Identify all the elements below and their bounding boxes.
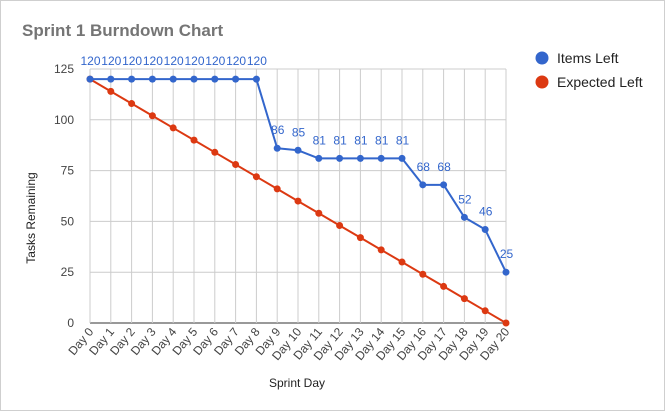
- data-point: [398, 154, 406, 162]
- data-label: 120: [247, 54, 267, 68]
- y-tick-label: 75: [61, 164, 75, 178]
- data-point: [252, 173, 260, 181]
- data-label: 120: [101, 54, 121, 68]
- data-point: [356, 154, 364, 162]
- data-point: [502, 319, 510, 327]
- data-point: [190, 75, 198, 83]
- y-tick-label: 0: [67, 316, 74, 330]
- x-axis-title: Sprint Day: [269, 376, 325, 390]
- chart-title: Sprint 1 Burndown Chart: [22, 21, 224, 40]
- data-point: [440, 181, 448, 189]
- data-point: [190, 136, 198, 144]
- legend-marker: [535, 75, 549, 89]
- data-point: [336, 154, 344, 162]
- data-label: 68: [417, 160, 431, 174]
- data-point: [294, 146, 302, 154]
- data-label: 120: [184, 54, 204, 68]
- data-point: [294, 197, 302, 205]
- data-point: [128, 75, 136, 83]
- data-point: [107, 75, 115, 83]
- data-point: [232, 75, 240, 83]
- data-point: [252, 75, 260, 83]
- data-point: [336, 221, 344, 229]
- data-point: [232, 161, 240, 169]
- y-tick-label: 100: [54, 113, 74, 127]
- data-point: [169, 75, 177, 83]
- data-point: [481, 307, 489, 315]
- data-point: [419, 181, 427, 189]
- data-point: [169, 124, 177, 132]
- data-label: 52: [458, 192, 472, 206]
- gridlines: [89, 68, 507, 324]
- data-label: 120: [143, 54, 163, 68]
- data-label: 86: [271, 123, 285, 137]
- data-point: [460, 213, 468, 221]
- series-lines: [86, 75, 510, 327]
- data-label: 120: [205, 54, 225, 68]
- data-point: [315, 154, 323, 162]
- data-label: 85: [292, 125, 306, 139]
- data-point: [148, 75, 156, 83]
- data-point: [128, 100, 136, 108]
- y-axis-title: Tasks Remaining: [24, 172, 38, 263]
- data-label: 120: [164, 54, 184, 68]
- data-point: [107, 87, 115, 95]
- data-point: [211, 75, 219, 83]
- y-tick-label: 125: [54, 62, 74, 76]
- data-label: 120: [80, 54, 100, 68]
- data-point: [377, 246, 385, 254]
- data-label: 81: [333, 133, 347, 147]
- data-point: [419, 270, 427, 278]
- data-label: 25: [500, 247, 514, 261]
- y-tick-label: 25: [61, 265, 75, 279]
- data-label: 120: [226, 54, 246, 68]
- data-label: 81: [313, 133, 327, 147]
- legend-label: Expected Left: [557, 74, 643, 90]
- data-point: [398, 258, 406, 266]
- data-label: 46: [479, 205, 493, 219]
- y-tick-label: 50: [61, 214, 75, 228]
- data-point: [148, 112, 156, 120]
- data-label: 68: [437, 160, 451, 174]
- data-point: [86, 75, 94, 83]
- data-point: [273, 144, 281, 152]
- data-point: [377, 154, 385, 162]
- data-point: [460, 295, 468, 303]
- data-point: [440, 282, 448, 290]
- data-label: 81: [375, 133, 389, 147]
- legend-label: Items Left: [557, 50, 619, 66]
- data-point: [481, 226, 489, 234]
- data-point: [273, 185, 281, 193]
- legend-marker: [535, 51, 549, 65]
- data-label: 81: [396, 133, 410, 147]
- data-point: [211, 148, 219, 156]
- legend: Items Left Expected Left: [535, 50, 643, 90]
- data-label: 81: [354, 133, 368, 147]
- data-point: [356, 234, 364, 242]
- data-point: [315, 209, 323, 217]
- data-label: 120: [122, 54, 142, 68]
- data-point: [502, 268, 510, 276]
